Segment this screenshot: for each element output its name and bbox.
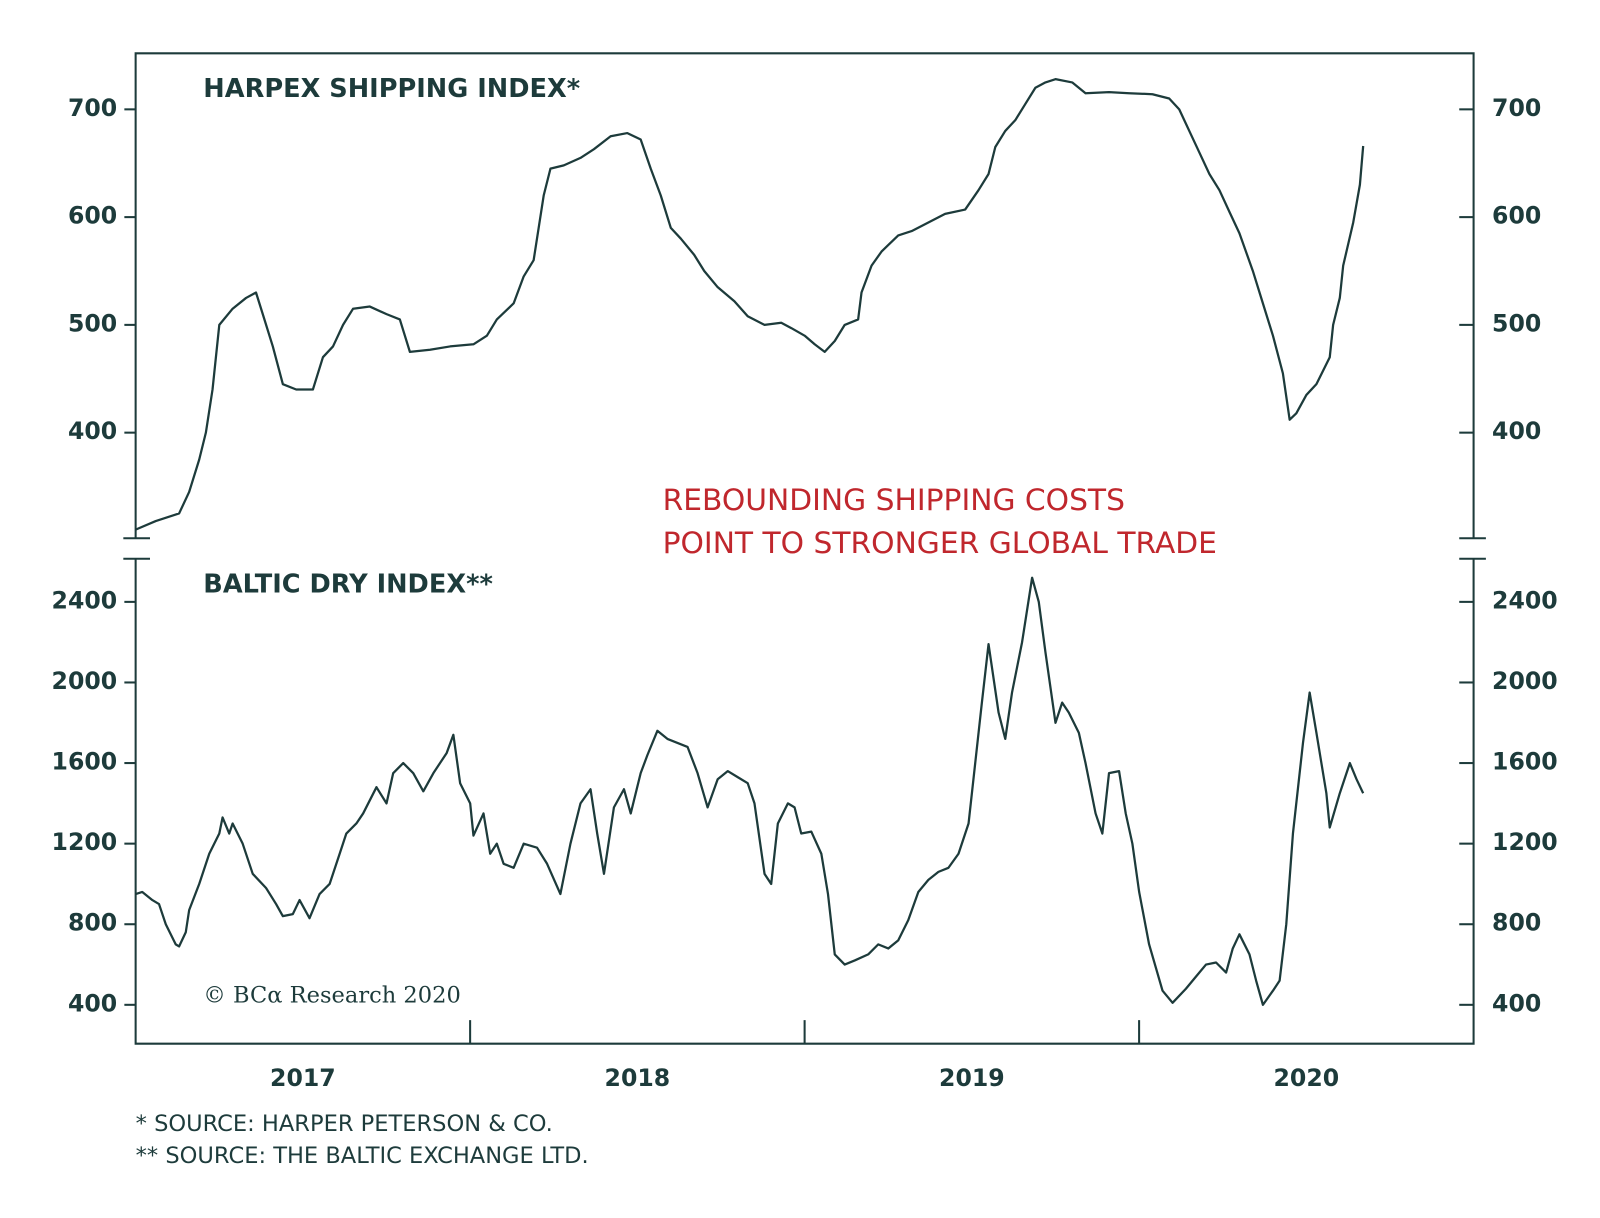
- y-tick-label: 700: [68, 94, 117, 122]
- y-tick-label: 500: [68, 309, 117, 337]
- panel-title: BALTIC DRY INDEX**: [203, 569, 493, 599]
- y2-tick-label: 400: [1492, 417, 1541, 445]
- y-tick-label: 400: [68, 417, 117, 445]
- panel-title: HARPEX SHIPPING INDEX*: [203, 74, 580, 104]
- bottom-frame: [134, 558, 1475, 1045]
- y2-tick-label: 600: [1492, 202, 1541, 230]
- annotation: POINT TO STRONGER GLOBAL TRADE: [663, 526, 1217, 561]
- y-tick-label: 600: [68, 202, 117, 230]
- y2-tick-label: 1600: [1492, 748, 1558, 776]
- y-tick-label: 400: [68, 989, 117, 1017]
- y-tick-label: 1600: [52, 748, 118, 776]
- y2-tick-label: 2400: [1492, 586, 1558, 614]
- y-tick-label: 2400: [52, 586, 118, 614]
- data-line: [135, 576, 1365, 1006]
- y2-tick-label: 700: [1492, 94, 1541, 122]
- y-tick-label: 1200: [52, 828, 118, 856]
- y2-tick-label: 500: [1492, 309, 1541, 337]
- footnote: * SOURCE: HARPER PETERSON & CO.: [136, 1111, 553, 1137]
- credit: © BCα Research 2020: [203, 983, 461, 1009]
- x-tick-label: 2017: [270, 1064, 336, 1092]
- footnote: ** SOURCE: THE BALTIC EXCHANGE LTD.: [136, 1143, 589, 1169]
- y2-tick-label: 1200: [1492, 828, 1558, 856]
- y2-tick-label: 400: [1492, 989, 1541, 1017]
- x-tick-label: 2018: [605, 1064, 671, 1092]
- y-tick-label: 2000: [52, 667, 118, 695]
- x-tick-label: 2019: [939, 1064, 1005, 1092]
- top-frame: [134, 52, 1475, 539]
- y2-tick-label: 800: [1492, 909, 1541, 937]
- annotation: REBOUNDING SHIPPING COSTS: [663, 483, 1125, 518]
- data-line: [135, 78, 1365, 531]
- y-tick-label: 800: [68, 909, 117, 937]
- x-tick-label: 2020: [1274, 1064, 1340, 1092]
- y2-tick-label: 2000: [1492, 667, 1558, 695]
